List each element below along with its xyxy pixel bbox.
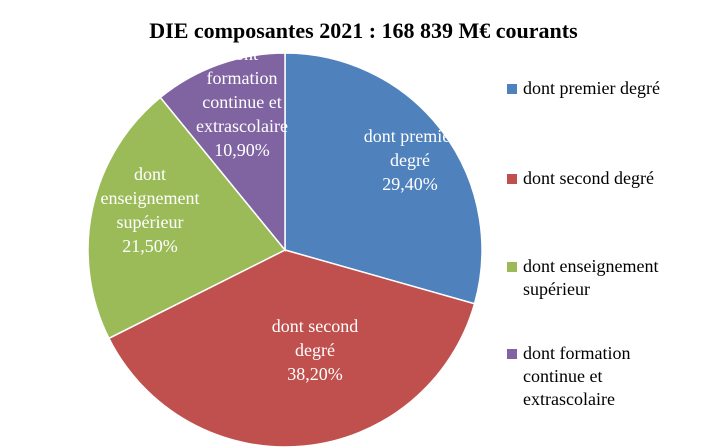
pie-slice-1 [284, 52, 483, 305]
chart-title: DIE composantes 2021 : 168 839 M€ couran… [149, 18, 578, 43]
slice-label-3: dont enseignement supérieur 21,50% [101, 164, 200, 256]
legend-swatch [507, 349, 517, 359]
legend-label: dont enseignement supérieur [523, 256, 659, 299]
legend-label: dont formation continue et extrascolaire [523, 343, 631, 409]
legend-item-4: dont formation continue et extrascolaire [507, 342, 713, 411]
legend-item-1: dont premier degré [507, 77, 713, 100]
legend-item-2: dont second degré [507, 167, 713, 190]
slice-label-4: dont formation continue et extrascolaire 10,… [196, 44, 288, 160]
pie-slice-4 [159, 52, 286, 253]
slice-labels: dont premier degré 29,40% dont second degré 3… [101, 44, 457, 384]
legend-swatch [507, 84, 517, 94]
pie-slice-3 [87, 96, 287, 340]
legend-label: dont second degré [523, 168, 654, 188]
pie-slice-2 [107, 249, 476, 448]
legend-swatch [507, 262, 517, 272]
legend-swatch [507, 174, 517, 184]
slice-label-1: dont premier degré 29,40% [364, 126, 456, 194]
legend-label: dont premier degré [523, 78, 660, 98]
slice-label-2: dont second degré 38,20% [272, 316, 358, 384]
pie-slices [87, 52, 483, 448]
legend-item-3: dont enseignement supérieur [507, 255, 713, 301]
